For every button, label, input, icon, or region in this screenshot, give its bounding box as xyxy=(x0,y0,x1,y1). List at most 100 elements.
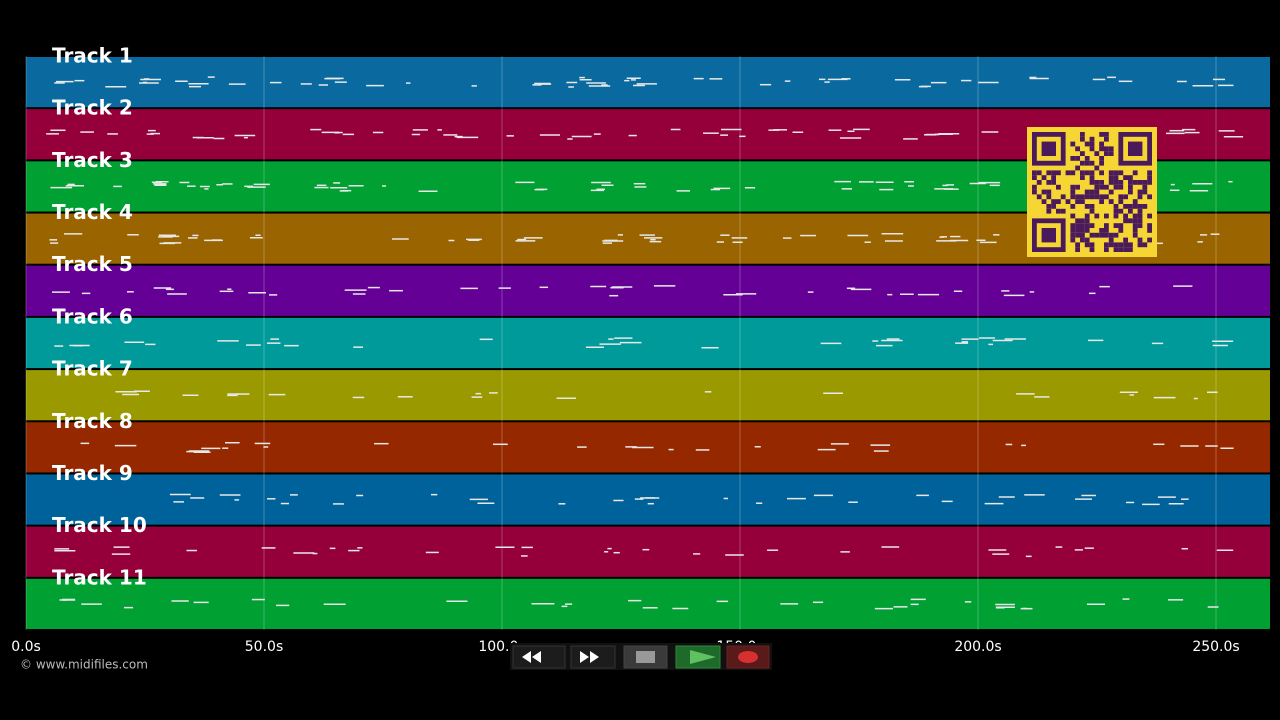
qr-cell xyxy=(1104,213,1109,219)
qr-cell xyxy=(1089,175,1095,180)
qr-finder xyxy=(1128,141,1143,156)
qr-cell xyxy=(1147,228,1152,233)
qr-cell xyxy=(1075,199,1080,204)
qr-cell xyxy=(1089,136,1095,142)
qr-cell xyxy=(1089,232,1095,238)
qr-cell xyxy=(1137,189,1143,195)
qr-cell xyxy=(1128,180,1133,185)
qr-cell xyxy=(1118,194,1124,200)
qr-cell xyxy=(1056,184,1061,190)
qr-cell xyxy=(1132,199,1138,204)
qr-cell xyxy=(1084,194,1090,200)
qr-cell xyxy=(1080,160,1085,166)
qr-cell xyxy=(1094,165,1100,171)
qr-cell xyxy=(1132,223,1138,228)
track-row xyxy=(26,265,1270,316)
qr-cell xyxy=(1132,180,1138,185)
qr-cell xyxy=(1080,228,1085,233)
track-row xyxy=(26,526,1270,577)
qr-cell xyxy=(1128,242,1133,248)
qr-cell xyxy=(1094,151,1100,156)
qr-cell xyxy=(1070,228,1076,233)
track-label: Track 9 xyxy=(52,461,133,485)
qr-cell xyxy=(1046,204,1052,209)
qr-cell xyxy=(1108,146,1114,152)
qr-cell xyxy=(1080,218,1085,224)
qr-cell xyxy=(1070,213,1076,219)
qr-cell xyxy=(1132,228,1138,233)
qr-cell xyxy=(1123,204,1128,209)
footer: © www.midifiles.com xyxy=(20,658,148,672)
qr-cell xyxy=(1084,223,1090,228)
qr-cell xyxy=(1089,194,1095,200)
qr-cell xyxy=(1041,199,1047,204)
qr-cell xyxy=(1104,132,1109,137)
qr-cell xyxy=(1147,180,1152,185)
qr-cell xyxy=(1084,170,1090,176)
qr-cell xyxy=(1142,180,1148,185)
track-label: Track 11 xyxy=(52,565,147,589)
qr-cell xyxy=(1108,170,1114,176)
qr-cell xyxy=(1080,223,1085,228)
rewind-button[interactable] xyxy=(512,645,566,669)
qr-cell xyxy=(1051,170,1056,176)
qr-cell xyxy=(1089,204,1095,209)
qr-cell xyxy=(1123,175,1128,180)
qr-cell xyxy=(1137,208,1143,214)
qr-cell xyxy=(1075,223,1080,228)
qr-cell xyxy=(1104,242,1109,248)
qr-cell xyxy=(1080,232,1085,238)
qr-cell xyxy=(1099,141,1104,147)
qr-cell xyxy=(1104,184,1109,190)
qr-cell xyxy=(1128,189,1133,195)
qr-cell xyxy=(1132,218,1138,224)
qr-cell xyxy=(1065,170,1071,176)
qr-cell xyxy=(1113,247,1119,252)
qr-cell xyxy=(1056,170,1061,176)
play-button[interactable] xyxy=(675,645,721,669)
qr-finder xyxy=(1041,228,1056,243)
qr-cell xyxy=(1051,204,1056,209)
qr-cell xyxy=(1051,180,1056,185)
qr-cell xyxy=(1080,175,1085,180)
qr-cell xyxy=(1084,156,1090,161)
qr-cell xyxy=(1128,204,1133,209)
time-grid xyxy=(25,56,1217,630)
qr-cell xyxy=(1113,223,1119,228)
qr-cell xyxy=(1147,213,1152,219)
track-label: Track 10 xyxy=(52,513,147,537)
qr-cell xyxy=(1084,213,1090,219)
qr-cell xyxy=(1113,170,1119,176)
qr-cell xyxy=(1118,208,1124,214)
qr-cell xyxy=(1075,247,1080,252)
qr-cell xyxy=(1089,170,1095,176)
qr-cell xyxy=(1108,237,1114,243)
qr-cell xyxy=(1080,151,1085,156)
qr-cell xyxy=(1046,194,1052,200)
qr-cell xyxy=(1075,242,1080,248)
qr-cell xyxy=(1089,208,1095,214)
qr-cell xyxy=(1041,189,1047,195)
fast-forward-button[interactable] xyxy=(570,645,616,669)
tick-label: 250.0s xyxy=(1192,639,1239,655)
tick-label: 200.0s xyxy=(954,639,1001,655)
qr-cell xyxy=(1104,247,1109,252)
stop-button[interactable] xyxy=(623,645,668,669)
qr-cell xyxy=(1099,232,1104,238)
qr-cell xyxy=(1108,175,1114,180)
tick-label: 50.0s xyxy=(245,639,283,655)
qr-cell xyxy=(1147,237,1152,243)
qr-cell xyxy=(1099,160,1104,166)
qr-cell xyxy=(1089,242,1095,248)
qr-cell xyxy=(1080,194,1085,200)
track-label: Track 3 xyxy=(52,148,133,172)
qr-cell xyxy=(1113,204,1119,209)
qr-cell xyxy=(1099,228,1104,233)
qr-cell xyxy=(1051,199,1056,204)
qr-cell xyxy=(1046,170,1052,176)
qr-cell xyxy=(1056,208,1061,214)
record-button[interactable] xyxy=(726,645,770,669)
qr-cell xyxy=(1123,194,1128,200)
track-label: Track 8 xyxy=(52,409,133,433)
qr-cell xyxy=(1147,170,1152,176)
